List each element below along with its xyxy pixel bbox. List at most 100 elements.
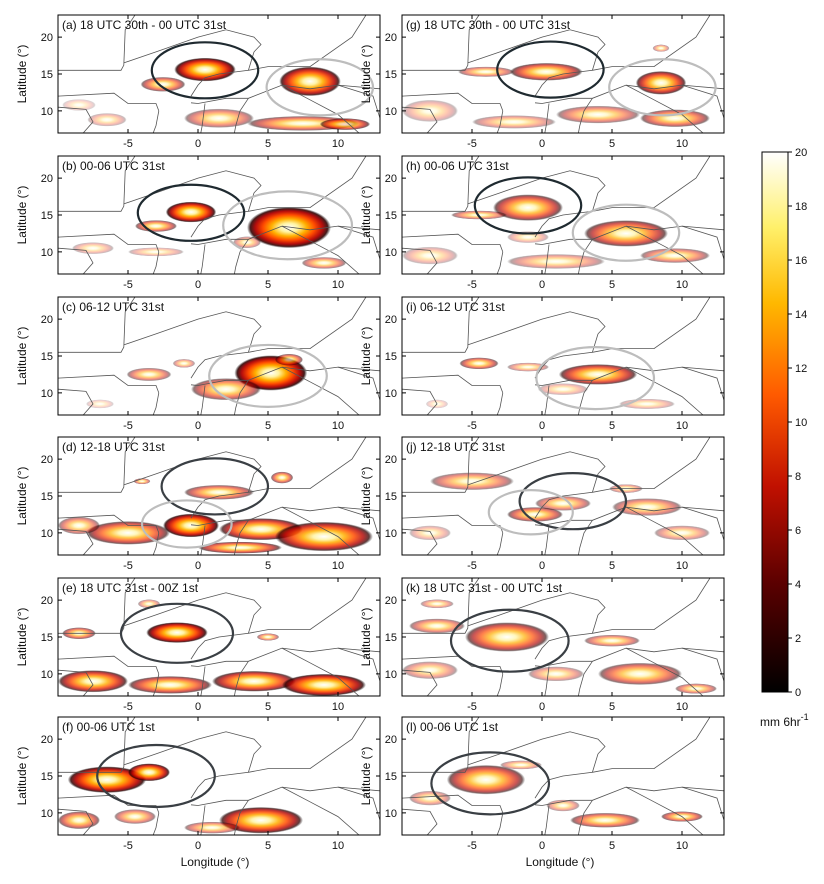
country-border <box>152 392 160 415</box>
country-border <box>534 473 599 519</box>
x-tick-label: 10 <box>676 420 688 432</box>
precip-cell <box>446 764 526 795</box>
precip-cell <box>472 115 556 129</box>
precip-cell <box>612 498 682 516</box>
colorbar: 0 2 4 6 8 10 12 14 16 18 20 mm 6hr-1 <box>760 147 809 729</box>
highlight-circle <box>265 58 375 117</box>
country-border <box>152 110 160 133</box>
colorbar-tick-label: 14 <box>795 309 807 321</box>
precip-cell <box>459 357 499 370</box>
country-border <box>534 333 599 379</box>
x-tick-label: -5 <box>467 279 477 291</box>
country-border <box>234 380 249 415</box>
precip-cell <box>58 811 100 830</box>
precip-cell <box>133 478 151 485</box>
highlight-circle <box>449 608 570 673</box>
map-panel-j: (j) 12-18 UTC 31st -5 0 5 10 10 15 20 Latitude (… <box>359 436 725 572</box>
panel-title: (f) 00-06 UTC 1st <box>62 720 155 734</box>
precip-cell <box>402 246 458 265</box>
x-tick-label: 0 <box>195 560 201 572</box>
y-tick-label: 15 <box>41 351 53 363</box>
country-border <box>200 805 206 835</box>
country-border <box>123 592 262 627</box>
precip-cell <box>72 242 114 255</box>
country-border <box>58 717 136 773</box>
map-panel-l: (l) 00-06 UTC 1st -5 0 5 10 10 15 20 Latitude (°… <box>359 716 725 852</box>
country-border <box>248 297 367 353</box>
country-border <box>496 392 504 415</box>
precip-cell <box>546 799 580 812</box>
country-border <box>592 297 711 353</box>
y-tick-label: 20 <box>41 314 53 326</box>
highlight-circle <box>487 488 574 536</box>
precip-cell <box>409 618 465 634</box>
precip-cell <box>558 364 638 385</box>
country-border <box>58 808 94 835</box>
country-border <box>190 753 255 799</box>
highlight-circle <box>430 751 551 816</box>
precip-cell <box>128 763 170 782</box>
country-border <box>234 800 249 835</box>
x-tick-label: -5 <box>123 138 133 150</box>
map-panel-b: (b) 00-06 UTC 31st -5 0 5 10 10 15 20 Latitude (… <box>15 155 381 291</box>
precip-cell <box>275 353 303 366</box>
y-axis-label: Latitude (°) <box>15 45 29 104</box>
country-border <box>625 225 704 274</box>
x-tick-label: -5 <box>467 701 477 713</box>
precip-cell <box>279 66 341 97</box>
country-border <box>58 156 136 212</box>
country-border <box>625 647 704 696</box>
country-border <box>625 506 704 555</box>
country-border <box>544 385 550 415</box>
country-border <box>402 247 438 274</box>
country-border <box>534 753 599 799</box>
precip-cell <box>174 57 236 82</box>
x-tick-label: 5 <box>265 840 271 852</box>
country-border <box>402 106 438 133</box>
map-panel-a: (a) 18 UTC 30th - 00 UTC 31st -5 0 5 10 10 15 2… <box>15 14 381 150</box>
x-tick-label: 0 <box>539 840 545 852</box>
y-tick-label: 20 <box>41 595 53 607</box>
country-border <box>281 786 360 835</box>
precip-cell <box>184 484 254 500</box>
map-panel-d: (d) 12-18 UTC 31st -5 0 5 10 10 15 20 Latitude (… <box>15 436 381 572</box>
precip-cell <box>282 673 366 696</box>
colorbar-tick-label: 4 <box>795 579 801 591</box>
precip-cell <box>86 521 170 545</box>
country-border <box>467 592 606 627</box>
country-border <box>200 103 206 133</box>
panel-title: (j) 12-18 UTC 31st <box>406 440 505 454</box>
precip-cell <box>640 109 710 128</box>
x-tick-label: 5 <box>609 560 615 572</box>
precip-cell <box>528 666 584 682</box>
country-border <box>58 247 94 274</box>
precip-cell <box>556 105 640 124</box>
map-panel-e: (e) 18 UTC 31st - 00Z 1st -5 0 5 10 10 15 20 Lat… <box>15 577 381 713</box>
country-border <box>190 225 380 245</box>
country-border <box>58 528 94 555</box>
country-border <box>248 156 367 212</box>
highlight-circle <box>160 457 270 516</box>
x-tick-label: 0 <box>195 420 201 432</box>
precip-cell <box>163 513 219 538</box>
x-tick-label: -5 <box>467 840 477 852</box>
y-tick-label: 20 <box>385 173 397 185</box>
precip-cell <box>507 507 563 522</box>
country-border <box>190 366 380 386</box>
y-tick-label: 20 <box>41 454 53 466</box>
map-panel-k: (k) 18 UTC 31st - 00 UTC 1st -5 0 5 10 10 15 20… <box>359 577 725 713</box>
precip-cell <box>135 220 177 232</box>
x-tick-label: 5 <box>609 138 615 150</box>
country-border <box>402 794 504 814</box>
y-tick-label: 10 <box>385 106 397 118</box>
precip-cell <box>212 670 296 692</box>
country-border <box>544 805 550 835</box>
precip-cell <box>126 367 172 382</box>
country-border <box>534 192 599 238</box>
country-border <box>496 251 504 274</box>
precip-cell <box>275 521 373 552</box>
precip-cell <box>165 201 217 223</box>
precip-cell <box>58 516 100 535</box>
country-border <box>248 578 367 634</box>
country-border <box>402 374 504 394</box>
